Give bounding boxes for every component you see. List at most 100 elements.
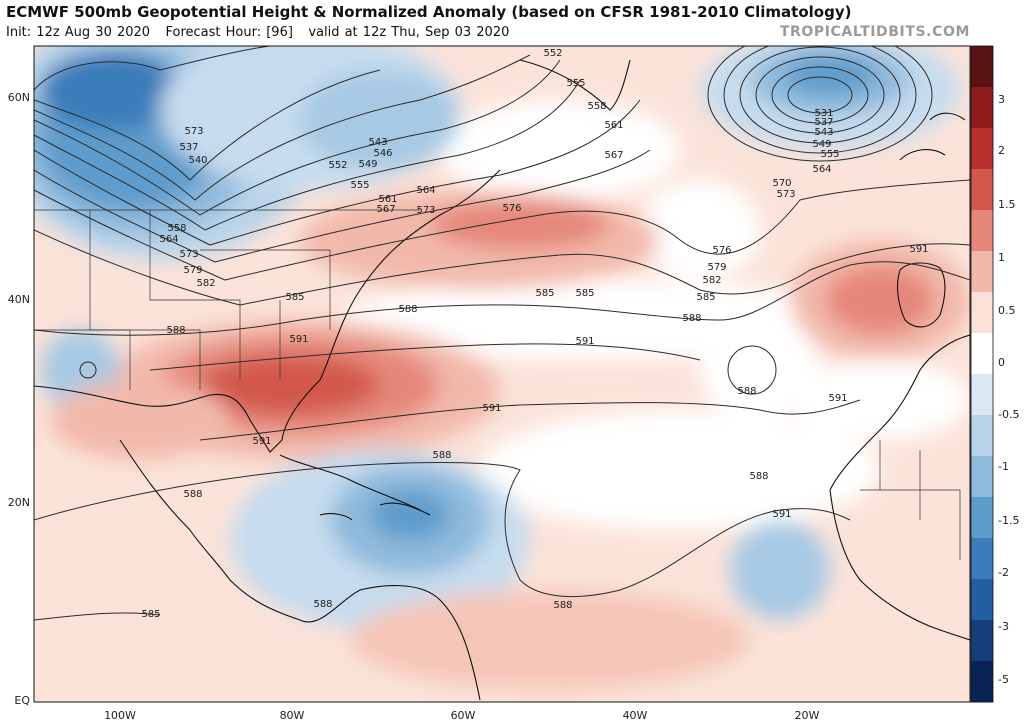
contour-label: 591 (772, 509, 791, 520)
colorbar-label: -1.5 (998, 514, 1019, 527)
contour-label: 588 (749, 471, 768, 482)
colorbar-segment (971, 210, 993, 252)
lat-label-20n: 20N (8, 496, 30, 509)
contour-label: 573 (776, 189, 795, 200)
lat-label-40n: 40N (8, 293, 30, 306)
contour-label: 567 (376, 204, 395, 215)
colorbar-label: 1 (998, 251, 1005, 264)
lon-label-100w: 100W (104, 709, 136, 722)
colorbar-segment (971, 620, 993, 662)
map-subtitle: Init: 12z Aug 30 2020 Forecast Hour: [96… (6, 25, 509, 40)
contour-label: 588 (553, 600, 572, 611)
colorbar-label: 2 (998, 144, 1005, 157)
contour-label: 582 (196, 278, 215, 289)
contour-label: 585 (535, 288, 554, 299)
lat-label-eq: EQ (14, 694, 30, 707)
colorbar-segment (971, 251, 993, 293)
contour-label: 537 (814, 117, 833, 128)
contour-label: 591 (252, 436, 271, 447)
contour-label: 555 (820, 149, 839, 160)
lon-label-60w: 60W (451, 709, 476, 722)
contour-label: 573 (179, 249, 198, 260)
contour-label: 579 (183, 265, 202, 276)
contour-label: 558 (167, 223, 186, 234)
forecast-hour: Forecast Hour: [96] (165, 25, 293, 40)
contour-label: 540 (188, 155, 207, 166)
init-time: Init: 12z Aug 30 2020 (6, 25, 151, 40)
contour-label: 585 (696, 292, 715, 303)
contour-label: 552 (328, 160, 347, 171)
contour-label: 558 (587, 101, 606, 112)
coastlines (34, 59, 970, 701)
contour-label: 546 (373, 148, 392, 159)
colorbar-segment (971, 87, 993, 129)
colorbar-label: 0.5 (998, 304, 1016, 317)
colorbar-label: -1 (998, 460, 1009, 473)
site-watermark: TROPICALTIDBITS.COM (779, 24, 970, 40)
contour-label: 537 (179, 142, 198, 153)
contour-label: 585 (285, 292, 304, 303)
contour-label: 555 (566, 78, 585, 89)
latitude-labels: 60N 40N 20N EQ (8, 91, 31, 707)
valid-time: valid at 12z Thu, Sep 03 2020 (308, 25, 510, 40)
contour-label: 585 (141, 609, 160, 620)
map-title: ECMWF 500mb Geopotential Height & Normal… (6, 3, 852, 21)
contour-label: 561 (378, 194, 397, 205)
colorbar-segment (971, 456, 993, 498)
colorbar-segment (971, 169, 993, 211)
contour-label: 561 (604, 120, 623, 131)
contour-label: 573 (416, 205, 435, 216)
contour-label: 582 (702, 275, 721, 286)
contour-label: 591 (575, 336, 594, 347)
plot-frame (33, 45, 971, 703)
contour-label: 588 (682, 313, 701, 324)
contour-label: 576 (712, 245, 731, 256)
anomaly-shading (34, 46, 970, 702)
colorbar-segment (971, 46, 993, 88)
contour-label: 591 (828, 393, 847, 404)
contour-label: 588 (166, 325, 185, 336)
contour-label: 549 (358, 159, 377, 170)
colorbar-segment (971, 538, 993, 580)
contour-label: 588 (432, 450, 451, 461)
contour-label: 573 (184, 126, 203, 137)
borders (34, 209, 961, 560)
contour-label: 555 (350, 180, 369, 191)
contour-label: 591 (482, 403, 501, 414)
contour-label: 543 (814, 127, 833, 138)
colorbar-label: -0.5 (998, 408, 1019, 421)
contour-label: 564 (159, 234, 178, 245)
contour-label: 588 (737, 386, 756, 397)
colorbar-segment (971, 128, 993, 170)
lon-label-80w: 80W (280, 709, 305, 722)
contour-label: 588 (183, 489, 202, 500)
longitude-labels: 100W 80W 60W 40W 20W (104, 709, 819, 722)
contour-label: 564 (812, 164, 831, 175)
colorbar-frame (970, 45, 994, 703)
contour-label: 591 (909, 244, 928, 255)
contour-label: 552 (543, 48, 562, 59)
colorbar-segment (971, 333, 993, 375)
contour-label: 564 (416, 185, 435, 196)
colorbar-segment (971, 661, 993, 703)
colorbar (970, 45, 994, 703)
contour-label: 570 (772, 178, 791, 189)
colorbar-segment (971, 497, 993, 539)
lon-label-20w: 20W (795, 709, 820, 722)
colorbar-label: -3 (998, 620, 1009, 633)
contour-label: 579 (707, 262, 726, 273)
lat-label-60n: 60N (8, 91, 30, 104)
colorbar-labels: 3 2 1.5 1 0.5 0 -0.5 -1 -1.5 -2 -3 -5 (998, 93, 1019, 686)
colorbar-label: 3 (998, 93, 1005, 106)
colorbar-segment (971, 292, 993, 334)
contour-label: 591 (289, 334, 308, 345)
colorbar-segment (971, 579, 993, 621)
contour-label: 543 (368, 137, 387, 148)
height-contours (34, 46, 970, 621)
colorbar-label: 0 (998, 356, 1005, 369)
colorbar-label: -2 (998, 566, 1009, 579)
colorbar-segment (971, 374, 993, 416)
contour-label: 549 (812, 139, 831, 150)
contour-label: 588 (398, 304, 417, 315)
